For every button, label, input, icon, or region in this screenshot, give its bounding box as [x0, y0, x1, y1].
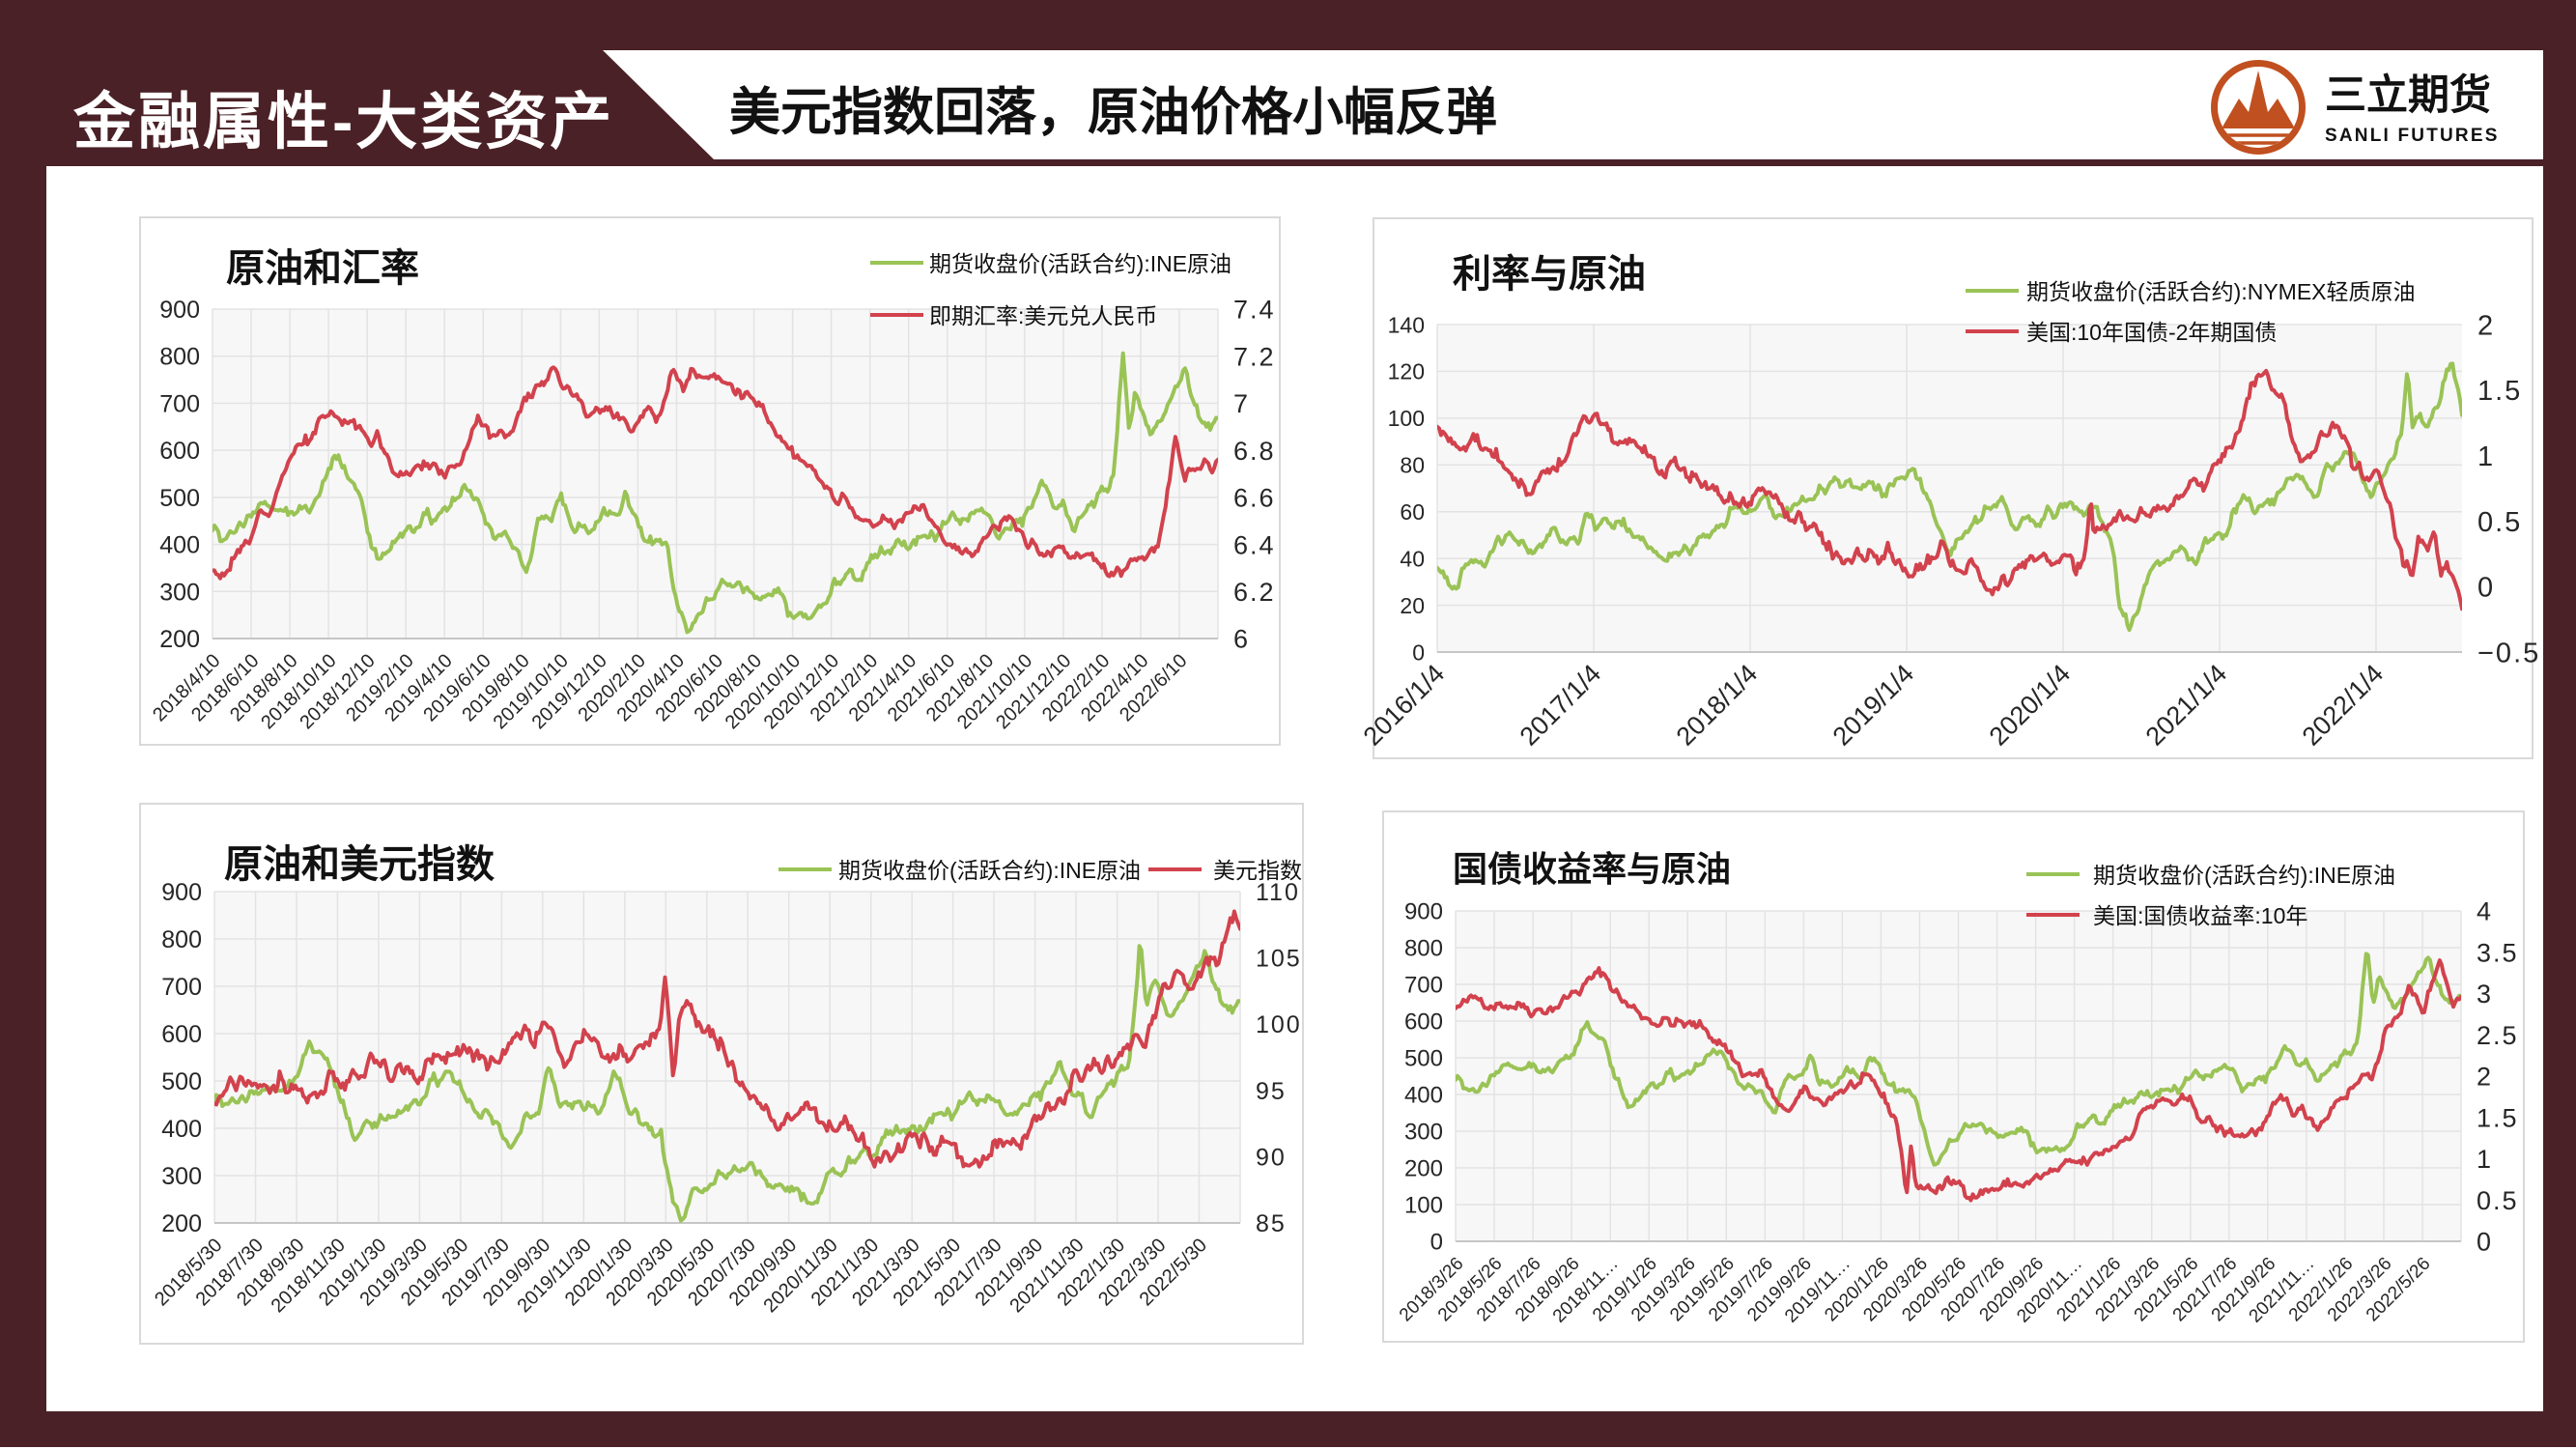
svg-text:600: 600: [1404, 1009, 1443, 1036]
svg-text:110: 110: [1256, 879, 1300, 906]
svg-text:200: 200: [159, 626, 200, 653]
svg-text:105: 105: [1256, 946, 1302, 973]
svg-text:7.2: 7.2: [1233, 342, 1276, 371]
svg-text:2: 2: [2477, 310, 2495, 341]
svg-text:300: 300: [159, 579, 200, 606]
svg-text:700: 700: [161, 974, 202, 1001]
svg-text:200: 200: [1404, 1156, 1443, 1182]
svg-text:1: 1: [2477, 441, 2495, 472]
svg-text:6.2: 6.2: [1233, 578, 1276, 607]
svg-text:600: 600: [161, 1021, 202, 1048]
svg-text:500: 500: [1404, 1046, 1443, 1072]
svg-text:120: 120: [1388, 359, 1425, 384]
svg-text:国债收益率与原油: 国债收益率与原油: [1453, 849, 1731, 889]
svg-text:95: 95: [1256, 1078, 1287, 1105]
svg-text:1.5: 1.5: [2477, 376, 2522, 407]
svg-text:90: 90: [1256, 1144, 1287, 1171]
svg-text:900: 900: [161, 879, 202, 906]
svg-text:0.5: 0.5: [2477, 1186, 2519, 1215]
svg-text:原油和美元指数: 原油和美元指数: [224, 843, 495, 886]
svg-text:600: 600: [159, 438, 200, 465]
svg-text:400: 400: [159, 532, 200, 559]
svg-text:0: 0: [1412, 639, 1425, 665]
svg-text:500: 500: [159, 485, 200, 512]
svg-text:140: 140: [1388, 312, 1425, 337]
svg-text:2.5: 2.5: [2477, 1021, 2519, 1050]
svg-text:利率与原油: 利率与原油: [1453, 253, 1646, 296]
svg-text:700: 700: [1404, 973, 1443, 999]
svg-text:0: 0: [2477, 573, 2495, 604]
svg-text:400: 400: [1404, 1083, 1443, 1109]
svg-text:7: 7: [1233, 389, 1250, 418]
svg-text:900: 900: [159, 297, 200, 324]
svg-text:SANLI FUTURES: SANLI FUTURES: [2325, 126, 2500, 146]
svg-text:0.5: 0.5: [2477, 507, 2522, 538]
svg-text:100: 100: [1388, 406, 1425, 431]
svg-text:800: 800: [159, 344, 200, 371]
svg-text:原油和汇率: 原油和汇率: [226, 247, 419, 290]
svg-text:即期汇率:美元兑人民币: 即期汇率:美元兑人民币: [929, 303, 1157, 328]
svg-text:500: 500: [161, 1068, 202, 1095]
svg-text:200: 200: [161, 1210, 202, 1237]
svg-text:80: 80: [1400, 453, 1425, 478]
svg-text:100: 100: [1256, 1011, 1302, 1038]
svg-text:900: 900: [1404, 899, 1443, 925]
svg-text:40: 40: [1400, 546, 1425, 571]
svg-text:300: 300: [161, 1163, 202, 1190]
svg-text:2: 2: [2477, 1063, 2493, 1092]
svg-text:800: 800: [1404, 936, 1443, 962]
svg-text:三立期货: 三立期货: [2325, 72, 2491, 119]
svg-text:0: 0: [1430, 1230, 1443, 1256]
svg-text:美元指数: 美元指数: [1213, 858, 1302, 883]
svg-text:−0.5: −0.5: [2477, 638, 2540, 668]
svg-text:3.5: 3.5: [2477, 939, 2519, 968]
svg-text:1.5: 1.5: [2477, 1104, 2519, 1133]
svg-text:300: 300: [1404, 1120, 1443, 1146]
svg-text:美国:国债收益率:10年: 美国:国债收益率:10年: [2093, 903, 2307, 928]
svg-text:100: 100: [1404, 1193, 1443, 1219]
svg-text:美国:10年国债-2年期国债: 美国:10年国债-2年期国债: [2026, 320, 2277, 345]
svg-text:20: 20: [1400, 593, 1425, 618]
svg-text:期货收盘价(活跃合约):INE原油: 期货收盘价(活跃合约):INE原油: [2093, 863, 2395, 888]
svg-text:0: 0: [2477, 1228, 2493, 1257]
svg-text:6.4: 6.4: [1233, 530, 1276, 559]
svg-text:3: 3: [2477, 980, 2493, 1009]
svg-text:60: 60: [1400, 499, 1425, 525]
svg-text:期货收盘价(活跃合约):INE原油: 期货收盘价(活跃合约):INE原油: [838, 858, 1141, 883]
svg-text:6.6: 6.6: [1233, 484, 1276, 513]
svg-text:85: 85: [1256, 1210, 1287, 1237]
svg-text:800: 800: [161, 926, 202, 953]
svg-text:期货收盘价(活跃合约):NYMEX轻质原油: 期货收盘价(活跃合约):NYMEX轻质原油: [2026, 279, 2416, 304]
svg-text:700: 700: [159, 390, 200, 417]
svg-text:4: 4: [2477, 897, 2493, 926]
svg-text:6.8: 6.8: [1233, 437, 1276, 466]
svg-text:期货收盘价(活跃合约):INE原油: 期货收盘价(活跃合约):INE原油: [929, 251, 1231, 276]
svg-text:400: 400: [161, 1116, 202, 1143]
svg-text:6: 6: [1233, 625, 1250, 654]
svg-text:7.4: 7.4: [1233, 296, 1276, 325]
svg-text:1: 1: [2477, 1145, 2493, 1174]
